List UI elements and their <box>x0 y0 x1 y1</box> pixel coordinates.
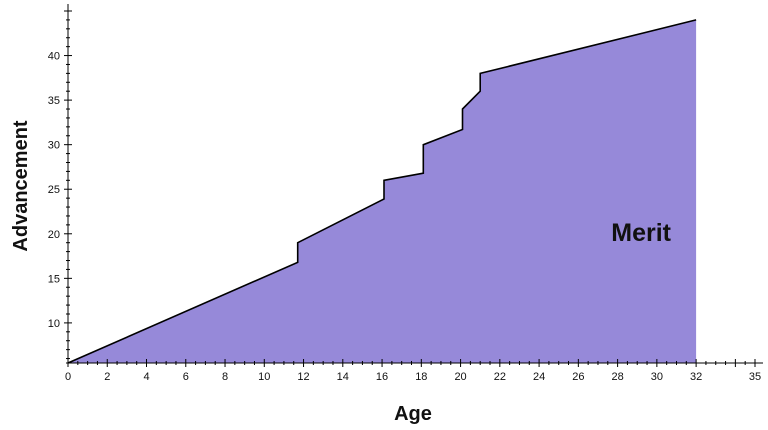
x-tick-label: 35 <box>749 371 761 383</box>
x-tick-label: 0 <box>65 371 71 383</box>
x-tick-label: 12 <box>297 371 309 383</box>
x-axis-title: Age <box>394 403 432 425</box>
y-tick-label: 40 <box>48 51 60 63</box>
merit-annotation: Merit <box>611 219 671 247</box>
y-tick-label: 35 <box>48 95 60 107</box>
x-tick-label: 30 <box>651 371 663 383</box>
y-tick-label: 10 <box>48 318 60 330</box>
y-tick-label: 20 <box>48 229 60 241</box>
y-tick-label: 30 <box>48 140 60 152</box>
series-line-0 <box>67 19 697 364</box>
x-tick-label: 22 <box>494 371 506 383</box>
x-tick-label: 16 <box>376 371 388 383</box>
x-tick-label: 32 <box>690 371 702 383</box>
y-tick-label: 25 <box>48 184 60 196</box>
series-area-0 <box>68 19 697 364</box>
x-tick-label: 8 <box>222 371 228 383</box>
x-tick-label: 14 <box>337 371 349 383</box>
area-layer <box>67 19 697 364</box>
x-tick-label: 4 <box>143 371 149 383</box>
x-tick-label: 18 <box>415 371 427 383</box>
y-axis-title: Advancement <box>10 120 32 251</box>
y-axis-ticks: 10 15 20 25 30 35 40 <box>48 10 72 360</box>
x-tick-label: 28 <box>611 371 623 383</box>
x-tick-label: 24 <box>533 371 545 383</box>
x-tick-label: 10 <box>258 371 270 383</box>
x-tick-label: 6 <box>183 371 189 383</box>
y-tick-label: 15 <box>48 273 60 285</box>
x-tick-label: 2 <box>104 371 110 383</box>
x-axis-ticks: 0 2 4 6 8 10 12 14 16 18 20 22 24 26 28 30 32 35 <box>65 359 761 383</box>
x-tick-label: 26 <box>572 371 584 383</box>
x-tick-label: 20 <box>454 371 466 383</box>
